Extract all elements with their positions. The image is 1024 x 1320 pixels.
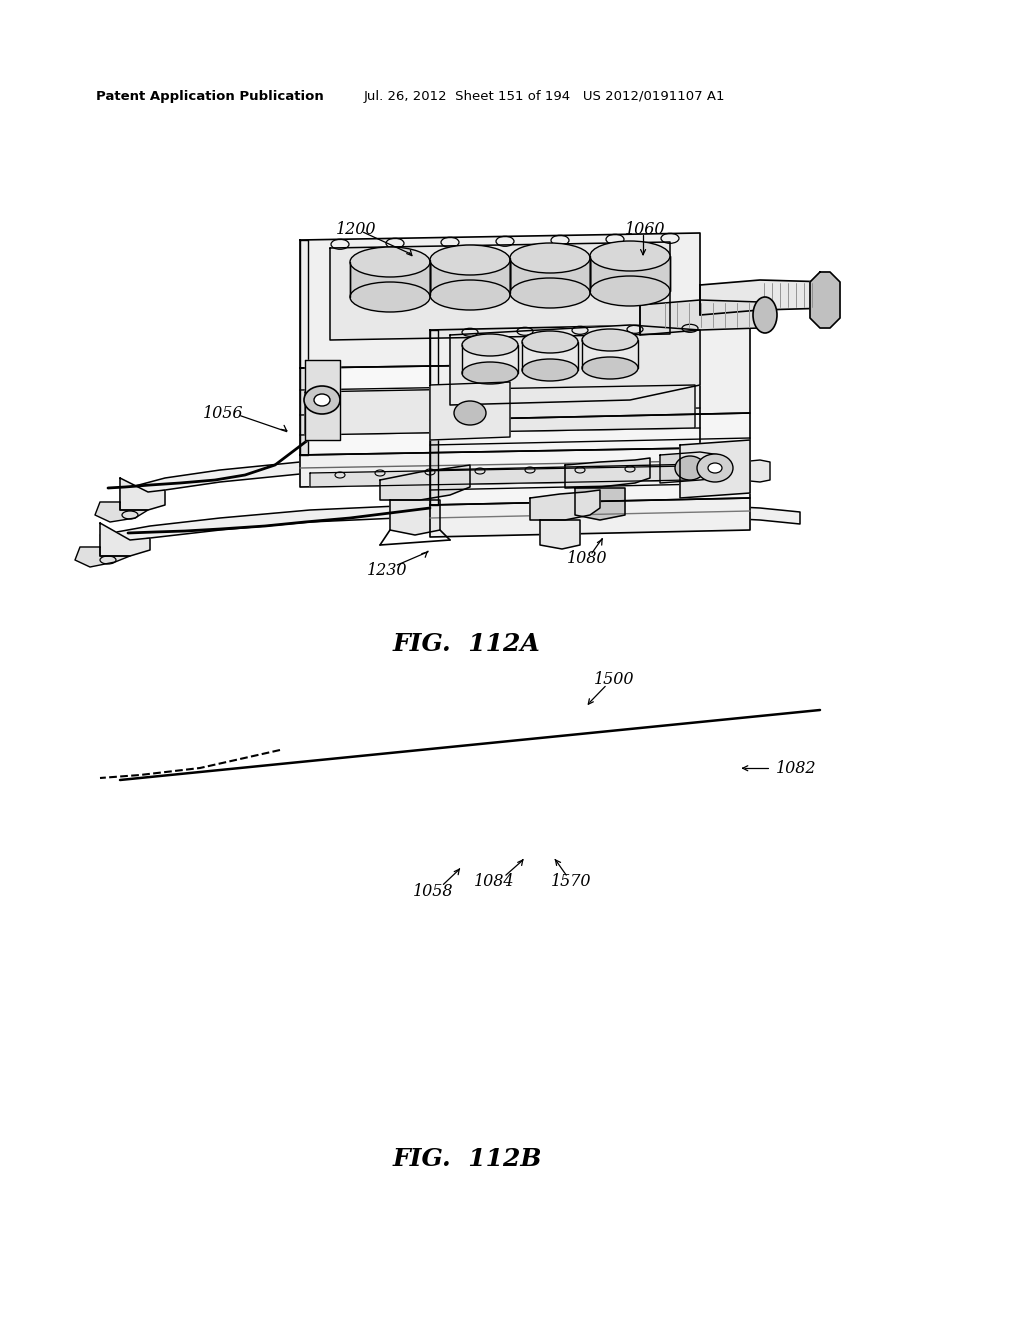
Text: FIG.  112A: FIG. 112A [393,632,541,656]
Polygon shape [75,546,130,568]
Ellipse shape [314,393,330,407]
Ellipse shape [582,356,638,379]
Text: FIG.  112B: FIG. 112B [392,1147,542,1171]
Polygon shape [660,451,720,483]
Text: Patent Application Publication: Patent Application Publication [96,90,324,103]
Ellipse shape [510,279,590,308]
Polygon shape [590,256,670,290]
Ellipse shape [697,454,733,482]
Polygon shape [300,362,700,455]
Polygon shape [430,260,510,294]
Ellipse shape [350,282,430,312]
Polygon shape [430,413,750,506]
Text: 1080: 1080 [566,550,607,566]
Ellipse shape [708,463,722,473]
Polygon shape [700,280,830,315]
Ellipse shape [350,247,430,277]
Ellipse shape [675,455,705,480]
Polygon shape [430,323,750,420]
Ellipse shape [462,362,518,384]
Polygon shape [305,385,695,436]
Text: 1570: 1570 [551,874,592,890]
Polygon shape [680,440,750,498]
Polygon shape [300,447,700,487]
Polygon shape [530,490,600,520]
Text: Jul. 26, 2012  Sheet 151 of 194   US 2012/0191107 A1: Jul. 26, 2012 Sheet 151 of 194 US 2012/0… [364,90,725,103]
Polygon shape [430,330,438,506]
Polygon shape [310,466,690,487]
Ellipse shape [753,297,777,333]
Ellipse shape [430,246,510,275]
Polygon shape [100,503,800,546]
Polygon shape [95,502,148,521]
Polygon shape [565,458,650,488]
Text: 1084: 1084 [474,874,515,890]
Polygon shape [430,381,510,440]
Polygon shape [740,459,770,482]
Text: 1082: 1082 [776,760,817,776]
Ellipse shape [522,359,578,381]
Text: 1200: 1200 [336,222,377,238]
Polygon shape [300,234,700,368]
Polygon shape [120,451,760,502]
Text: 1230: 1230 [367,562,408,578]
Ellipse shape [462,334,518,356]
Ellipse shape [522,331,578,352]
Text: 1060: 1060 [625,222,666,238]
Text: 1058: 1058 [413,883,454,899]
Polygon shape [430,498,750,537]
Polygon shape [100,523,150,556]
Polygon shape [330,242,670,341]
Ellipse shape [582,329,638,351]
Polygon shape [380,465,470,500]
Text: 1056: 1056 [203,405,244,421]
Polygon shape [540,520,580,549]
Polygon shape [450,325,700,405]
Polygon shape [300,240,308,455]
Ellipse shape [430,280,510,310]
Polygon shape [640,300,760,335]
Ellipse shape [454,401,486,425]
Ellipse shape [304,385,340,414]
Polygon shape [390,500,440,535]
Polygon shape [510,257,590,293]
Text: 1500: 1500 [594,672,635,688]
Ellipse shape [590,242,670,271]
Polygon shape [305,360,340,440]
Ellipse shape [590,276,670,306]
Polygon shape [120,478,165,510]
Ellipse shape [510,243,590,273]
Polygon shape [350,261,430,297]
Polygon shape [575,488,625,520]
Polygon shape [810,272,840,327]
